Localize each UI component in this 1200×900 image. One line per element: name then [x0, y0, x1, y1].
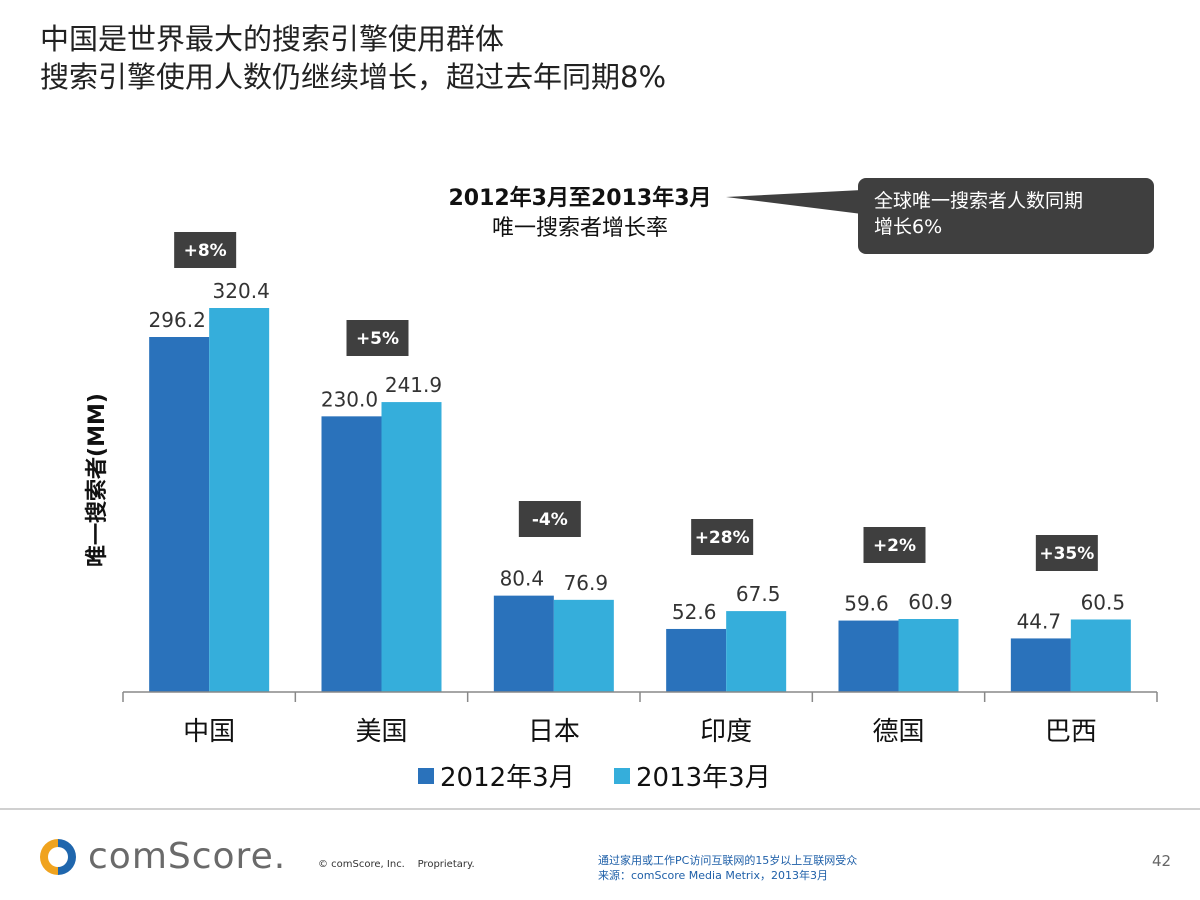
bar-2012-4 — [838, 620, 899, 692]
bar-2013-0 — [209, 308, 270, 692]
legend-swatch-2013 — [614, 768, 630, 784]
category-label-0: 中国 — [183, 717, 235, 747]
title-line-1: 中国是世界最大的搜索引擎使用群体 — [40, 22, 505, 56]
source-line-2: 来源：comScore Media Metrix，2013年3月 — [598, 869, 828, 882]
growth-badge-1 — [346, 320, 409, 356]
legend-swatch-2012 — [418, 768, 434, 784]
y-axis-label: 唯一搜索者(MM) — [85, 393, 110, 567]
growth-badge-2 — [518, 501, 581, 537]
page-number: 42 — [1152, 852, 1172, 870]
source-note: 通过家用或工作PC访问互联网的15岁以上互联网受众 来源：comScore Me… — [598, 853, 857, 883]
bar-2012-1 — [321, 416, 382, 692]
growth-label-0: +8% — [184, 241, 227, 261]
data-label-2013-3: 67.5 — [736, 582, 781, 606]
growth-label-4: +2% — [873, 536, 916, 556]
chart-heading: 2012年3月至2013年3月 唯一搜索者增长率 — [420, 184, 740, 244]
growth-label-2: -4% — [532, 510, 568, 530]
bars-group: 296.2 320.4 中国 +8% 230.0 241.9 美国 +5% 80.4 76.9 日本… — [149, 232, 1131, 747]
data-label-2013-1: 241.9 — [385, 373, 442, 397]
growth-badge-4 — [863, 527, 926, 563]
footer-divider — [0, 808, 1200, 810]
data-label-2012-1: 230.0 — [321, 387, 378, 411]
callout-line-1: 全球唯一搜索者人数同期 — [874, 190, 1084, 212]
comscore-logo: comScore. — [38, 836, 286, 877]
title-line-2: 搜索引擎使用人数仍继续增长，超过去年同期8% — [40, 60, 667, 94]
bar-2012-0 — [149, 337, 210, 692]
bar-2012-5 — [1010, 638, 1071, 692]
data-label-2012-3: 52.6 — [672, 600, 717, 624]
bar-2013-3 — [726, 611, 787, 692]
source-line-1: 通过家用或工作PC访问互联网的15岁以上互联网受众 — [598, 854, 858, 867]
category-label-1: 美国 — [355, 717, 407, 747]
comscore-logo-text: comScore. — [88, 836, 287, 877]
legend: 2012年3月 2013年3月 — [418, 763, 771, 793]
growth-badge-3 — [691, 519, 754, 555]
category-label-5: 巴西 — [1045, 717, 1097, 747]
data-label-2012-5: 44.7 — [1017, 609, 1062, 633]
data-label-2012-4: 59.6 — [844, 592, 889, 616]
data-label-2012-2: 80.4 — [500, 567, 545, 591]
legend-label-2013: 2013年3月 — [636, 763, 771, 793]
growth-label-1: +5% — [356, 329, 399, 349]
callout-box: 全球唯一搜索者人数同期 增长6% — [858, 178, 1154, 254]
category-label-4: 德国 — [872, 717, 924, 747]
data-label-2013-4: 60.9 — [908, 590, 953, 614]
chart-heading-line-1: 2012年3月至2013年3月 — [448, 186, 712, 211]
growth-badge-0 — [174, 232, 237, 268]
bar-2013-4 — [898, 619, 959, 692]
legend-label-2012: 2012年3月 — [440, 763, 575, 793]
bar-2013-2 — [553, 599, 614, 692]
category-label-2: 日本 — [528, 717, 580, 747]
callout-line-2: 增长6% — [874, 216, 943, 238]
data-label-2012-0: 296.2 — [149, 308, 206, 332]
data-label-2013-2: 76.9 — [564, 571, 609, 595]
category-label-3: 印度 — [700, 717, 752, 747]
bar-2013-5 — [1070, 619, 1131, 692]
comscore-logo-icon — [40, 838, 76, 875]
bar-2013-1 — [381, 402, 442, 692]
x-axis-ticks — [122, 692, 1158, 702]
slide-title: 中国是世界最大的搜索引擎使用群体 搜索引擎使用人数仍继续增长，超过去年同期8% — [40, 20, 666, 96]
chart-heading-line-2: 唯一搜索者增长率 — [491, 216, 668, 241]
data-label-2013-0: 320.4 — [213, 279, 270, 303]
bar-2012-3 — [666, 628, 727, 692]
growth-label-5: +35% — [1039, 544, 1094, 564]
data-label-2013-5: 60.5 — [1081, 590, 1126, 614]
growth-label-3: +28% — [695, 528, 750, 548]
copyright-text: © comScore, Inc. Proprietary. — [318, 859, 475, 870]
growth-badge-5 — [1035, 535, 1098, 571]
bar-2012-2 — [493, 595, 554, 692]
